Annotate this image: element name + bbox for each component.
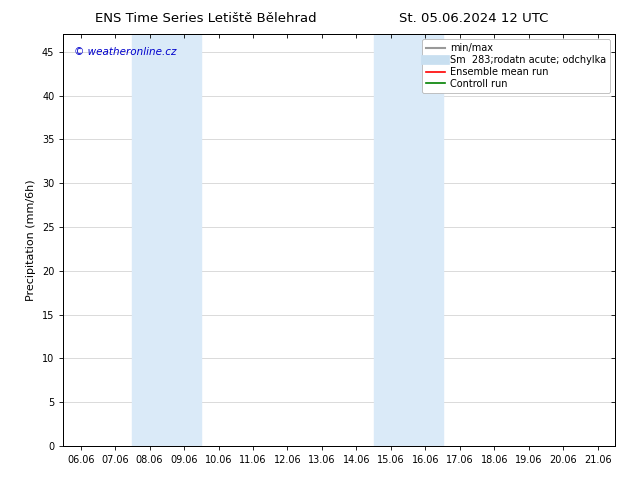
Text: © weatheronline.cz: © weatheronline.cz <box>74 47 177 57</box>
Text: St. 05.06.2024 12 UTC: St. 05.06.2024 12 UTC <box>399 12 549 25</box>
Y-axis label: Precipitation (mm/6h): Precipitation (mm/6h) <box>27 179 36 301</box>
Text: ENS Time Series Letiště Bělehrad: ENS Time Series Letiště Bělehrad <box>95 12 317 25</box>
Bar <box>373 34 443 446</box>
Legend: min/max, Sm  283;rodatn acute; odchylka, Ensemble mean run, Controll run: min/max, Sm 283;rodatn acute; odchylka, … <box>422 39 610 93</box>
Bar <box>133 34 202 446</box>
